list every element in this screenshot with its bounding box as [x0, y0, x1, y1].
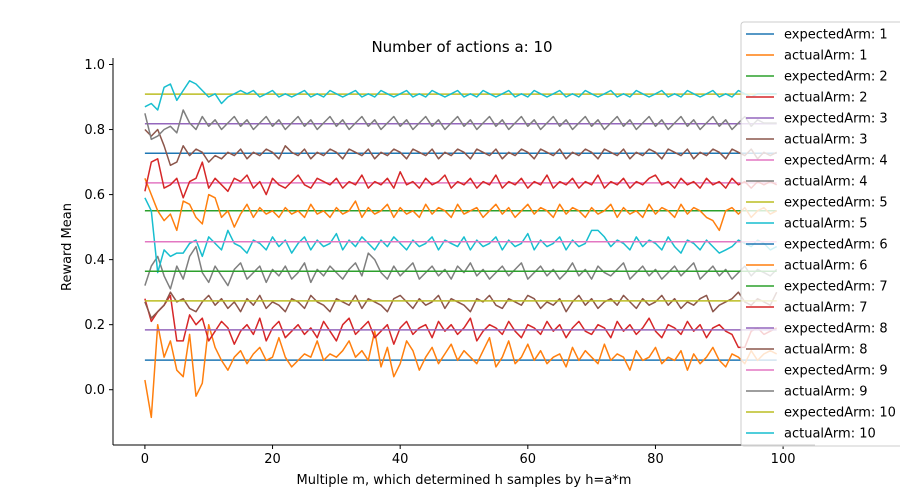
- y-tick-label: 0.8: [84, 123, 105, 138]
- legend-label-expected-arm-10: expectedArm: 10: [784, 406, 896, 421]
- series-line-actual-arm-1: [144, 323, 778, 419]
- y-tick-label: 0.4: [84, 253, 105, 268]
- y-tick-label: 0.2: [84, 318, 105, 333]
- y-axis-label: Reward Mean: [60, 203, 75, 291]
- chart-title: Number of actions a: 10: [371, 38, 552, 56]
- legend-label-expected-arm-5: expectedArm: 5: [784, 196, 888, 211]
- legend-label-actual-arm-2: actualArm: 2: [784, 91, 867, 106]
- x-tick-label: 0: [141, 452, 149, 467]
- legend-label-actual-arm-4: actualArm: 4: [784, 175, 867, 190]
- legend-label-expected-arm-3: expectedArm: 3: [784, 112, 888, 127]
- series-line-actual-arm-7: [144, 158, 778, 199]
- y-tick-label: 1.0: [84, 58, 105, 73]
- series-line-actual-arm-6: [144, 178, 778, 232]
- legend-label-expected-arm-8: expectedArm: 8: [784, 322, 888, 337]
- x-tick-label: 20: [264, 452, 281, 467]
- axes: 0 20 40 60 80 100 0.0 0.2 0.4 0.6 0.8 1.0: [84, 58, 815, 467]
- legend-label-actual-arm-10: actualArm: 10: [784, 427, 876, 442]
- x-tick-label: 100: [771, 452, 796, 467]
- x-axis-label: Multiple m, which determined h samples b…: [297, 473, 632, 488]
- legend-label-actual-arm-6: actualArm: 6: [784, 259, 867, 274]
- x-tick-label: 60: [520, 452, 537, 467]
- legend-label-actual-arm-3: actualArm: 3: [784, 133, 867, 148]
- series-line-actual-arm-4: [144, 245, 778, 290]
- legend: expectedArm: 1 actualArm: 1 expectedArm: 2…: [740, 21, 900, 447]
- series-line-actual-arm-10: [144, 80, 777, 111]
- legend-label-expected-arm-7: expectedArm: 7: [784, 280, 888, 295]
- legend-label-actual-arm-8: actualArm: 8: [784, 343, 867, 358]
- legend-label-expected-arm-6: expectedArm: 6: [784, 238, 888, 253]
- legend-label-actual-arm-5: actualArm: 5: [784, 217, 867, 232]
- legend-box: [740, 21, 900, 447]
- legend-label-expected-arm-1: expectedArm: 1: [784, 28, 888, 43]
- legend-label-expected-arm-2: expectedArm: 2: [784, 70, 888, 85]
- series-line-actual-arm-8: [144, 128, 778, 167]
- legend-label-expected-arm-9: expectedArm: 9: [784, 364, 888, 379]
- series-line-actual-arm-3: [144, 291, 778, 319]
- plot-area: [144, 80, 778, 419]
- x-tick-label: 80: [647, 452, 664, 467]
- legend-label-actual-arm-9: actualArm: 9: [784, 385, 867, 400]
- y-tick-label: 0.0: [84, 383, 105, 398]
- x-tick-label: 40: [392, 452, 409, 467]
- series-line-actual-arm-9: [144, 109, 777, 141]
- legend-label-actual-arm-7: actualArm: 7: [784, 301, 867, 316]
- y-tick-label: 0.6: [84, 188, 105, 203]
- legend-label-actual-arm-1: actualArm: 1: [784, 49, 867, 64]
- legend-label-expected-arm-4: expectedArm: 4: [784, 154, 888, 169]
